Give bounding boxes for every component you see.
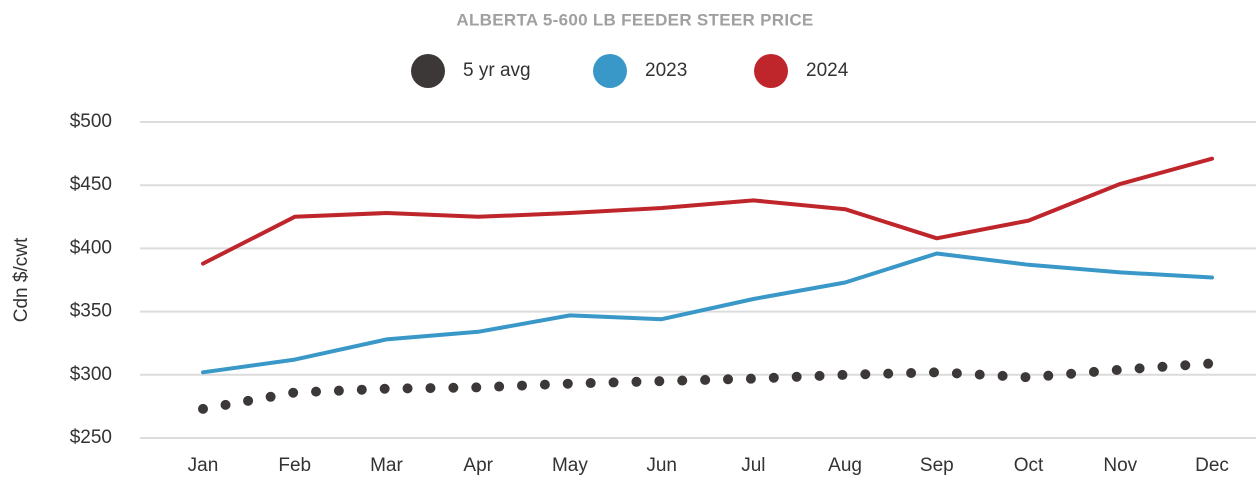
dotted-line (198, 358, 1217, 414)
legend-swatch (593, 54, 627, 88)
x-tick-label: Dec (1195, 455, 1229, 476)
legend-swatch (411, 54, 445, 88)
y-tick-label: $300 (70, 364, 112, 385)
x-tick-label: Nov (1103, 455, 1137, 476)
x-tick-label: Oct (1014, 455, 1044, 476)
y-tick-label: $450 (70, 174, 112, 195)
x-tick-label: May (552, 455, 588, 476)
line (201, 156, 1214, 266)
x-tick-label: Aug (828, 455, 862, 476)
line (201, 251, 1214, 375)
x-tick-label: Jun (646, 455, 677, 476)
legend-label: 2023 (645, 60, 687, 81)
x-tick-label: Mar (370, 455, 403, 476)
y-tick-label: $350 (70, 301, 112, 322)
legend-swatch (754, 54, 788, 88)
x-tick-label: Jan (188, 455, 219, 476)
x-tick-label: Sep (920, 455, 954, 476)
x-tick-label: Jul (741, 455, 765, 476)
y-tick-label: $250 (70, 427, 112, 448)
legend-label: 5 yr avg (463, 60, 531, 81)
y-tick-label: $400 (70, 237, 112, 258)
legend-label: 2024 (806, 60, 849, 81)
x-tick-label: Feb (278, 455, 311, 476)
y-tick-label: $500 (70, 111, 112, 132)
y-axis-label: Cdn $/cwt (11, 237, 32, 322)
x-tick-label: Apr (463, 455, 493, 476)
chart-title: ALBERTA 5-600 LB FEEDER STEER PRICE (456, 10, 813, 29)
